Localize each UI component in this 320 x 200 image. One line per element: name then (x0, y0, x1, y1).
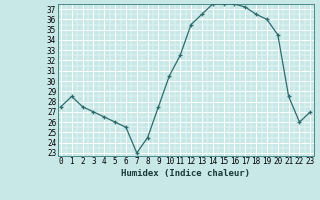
X-axis label: Humidex (Indice chaleur): Humidex (Indice chaleur) (121, 169, 250, 178)
